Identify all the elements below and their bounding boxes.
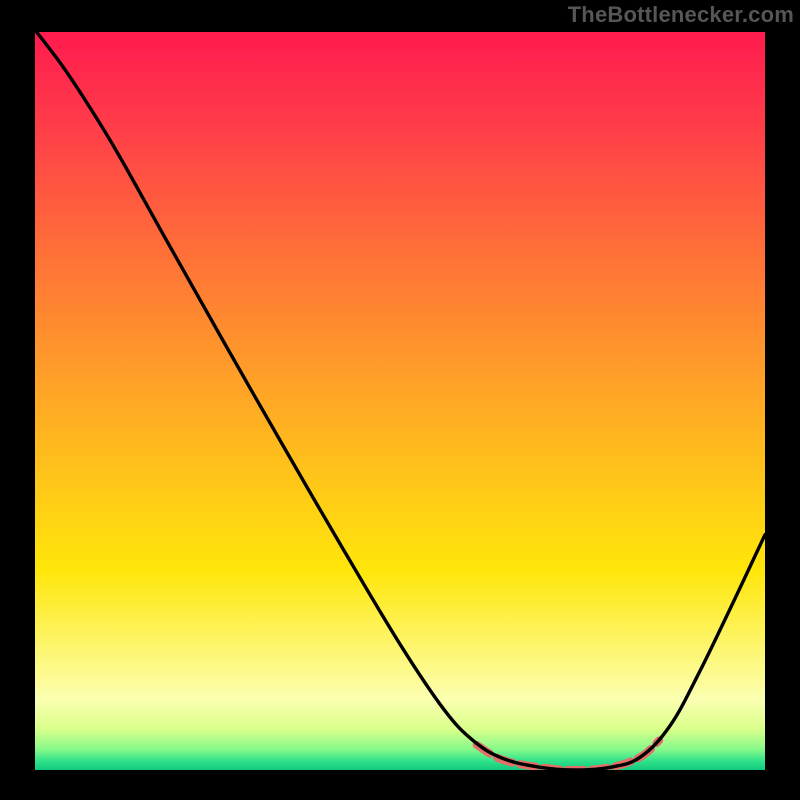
watermark-text: TheBottlenecker.com [568, 2, 794, 28]
plot-area [35, 30, 765, 770]
top-black-strip [35, 30, 765, 32]
chart-frame: TheBottlenecker.com [0, 0, 800, 800]
chart-svg [35, 30, 765, 770]
gradient-background [35, 30, 765, 770]
